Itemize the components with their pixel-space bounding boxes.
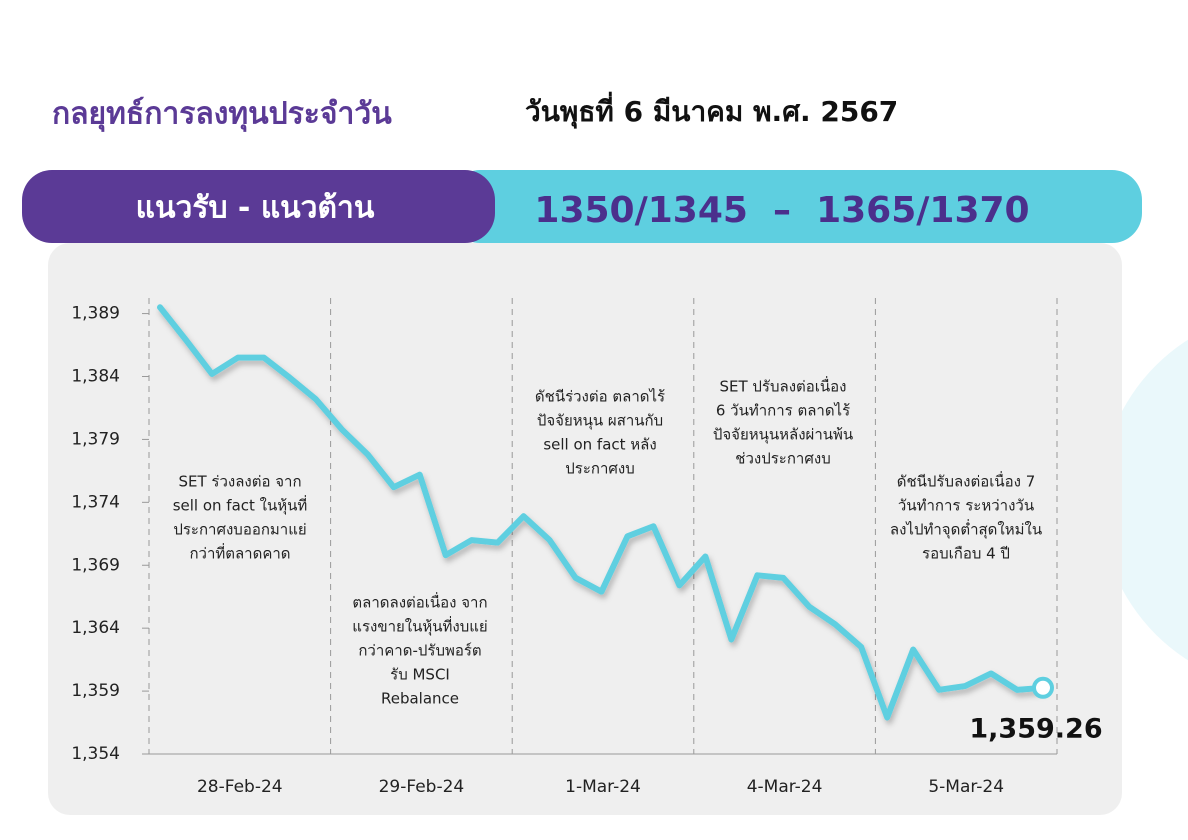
annotation-line: ตลาดลงต่อเนื่อง จาก: [352, 592, 487, 612]
annotation-line: กว่าที่ตลาดคาด: [189, 543, 290, 563]
y-tick-label: 1,374: [71, 492, 120, 512]
annotation-line: รับ MSCI: [390, 666, 450, 684]
annotation-line: sell on fact หลัง: [543, 436, 656, 454]
label-band: [22, 170, 495, 243]
annotation-line: ประกาศงบออกมาแย่: [173, 521, 306, 539]
y-tick-label: 1,359: [71, 681, 120, 701]
title: กลยุทธ์การลงทุนประจำวัน: [52, 97, 392, 133]
date: วันพุธที่ 6 มีนาคม พ.ศ. 2567: [525, 91, 898, 129]
annotation-line: ลงไปทำจุดต่ำสุดใหม่ใน: [890, 519, 1042, 540]
banner-label: แนวรับ - แนวต้าน: [136, 191, 375, 226]
levels-band: [450, 170, 1142, 243]
annotation-line: รอบเกือบ 4 ปี: [922, 545, 1010, 563]
annotation-line: ประกาศงบ: [565, 460, 635, 478]
annotation-line: กว่าคาด-ปรับพอร์ต: [358, 642, 481, 660]
annotation-line: ช่วงประกาศงบ: [735, 450, 830, 468]
y-tick-label: 1,389: [71, 304, 120, 324]
x-tick-label: 4-Mar-24: [747, 777, 823, 797]
banner-levels: 1350/1345 – 1365/1370: [534, 190, 1029, 231]
y-tick-label: 1,364: [71, 618, 120, 638]
y-tick-label: 1,384: [71, 367, 120, 387]
y-tick-label: 1,354: [71, 744, 120, 764]
last-point: [1032, 676, 1054, 699]
annotation-line: Rebalance: [381, 690, 459, 708]
chart-panel: [48, 243, 1122, 815]
annotation-line: ปัจจัยหนุนหลังผ่านพ้น: [713, 426, 853, 445]
annotation-line: แรงขายในหุ้นที่งบแย่: [352, 616, 487, 637]
annotation-line: 6 วันทำการ ตลาดไร้: [716, 402, 850, 420]
x-tick-label: 1-Mar-24: [565, 777, 641, 797]
annotation-line: sell on fact ในหุ้นที่: [173, 495, 308, 516]
x-tick-label: 28-Feb-24: [197, 777, 283, 797]
decor-blob: [1100, 339, 1188, 661]
y-tick-label: 1,369: [71, 555, 120, 575]
x-tick-label: 5-Mar-24: [928, 777, 1004, 797]
plot: 1,354 1,359 1,364 1,369 1,374 1,379 1,384 1,389…: [71, 298, 1103, 797]
x-tick-label: 29-Feb-24: [379, 777, 465, 797]
annotation-line: ดัชนีปรับลงต่อเนื่อง 7: [897, 471, 1036, 491]
annotation-line: ปัจจัยหนุน ผสานกับ: [537, 412, 663, 431]
y-tick-label: 1,379: [71, 429, 120, 449]
annotation-line: SET ปรับลงต่อเนื่อง: [719, 376, 846, 396]
value-label: 1,359.26: [969, 713, 1102, 744]
annotation-line: วันทำการ ระหว่างวัน: [898, 497, 1034, 515]
series-line: [157, 304, 1046, 721]
annotation-line: SET ร่วงลงต่อ จาก: [178, 473, 301, 491]
annotation-line: ดัชนีร่วงต่อ ตลาดไร้: [535, 388, 665, 406]
